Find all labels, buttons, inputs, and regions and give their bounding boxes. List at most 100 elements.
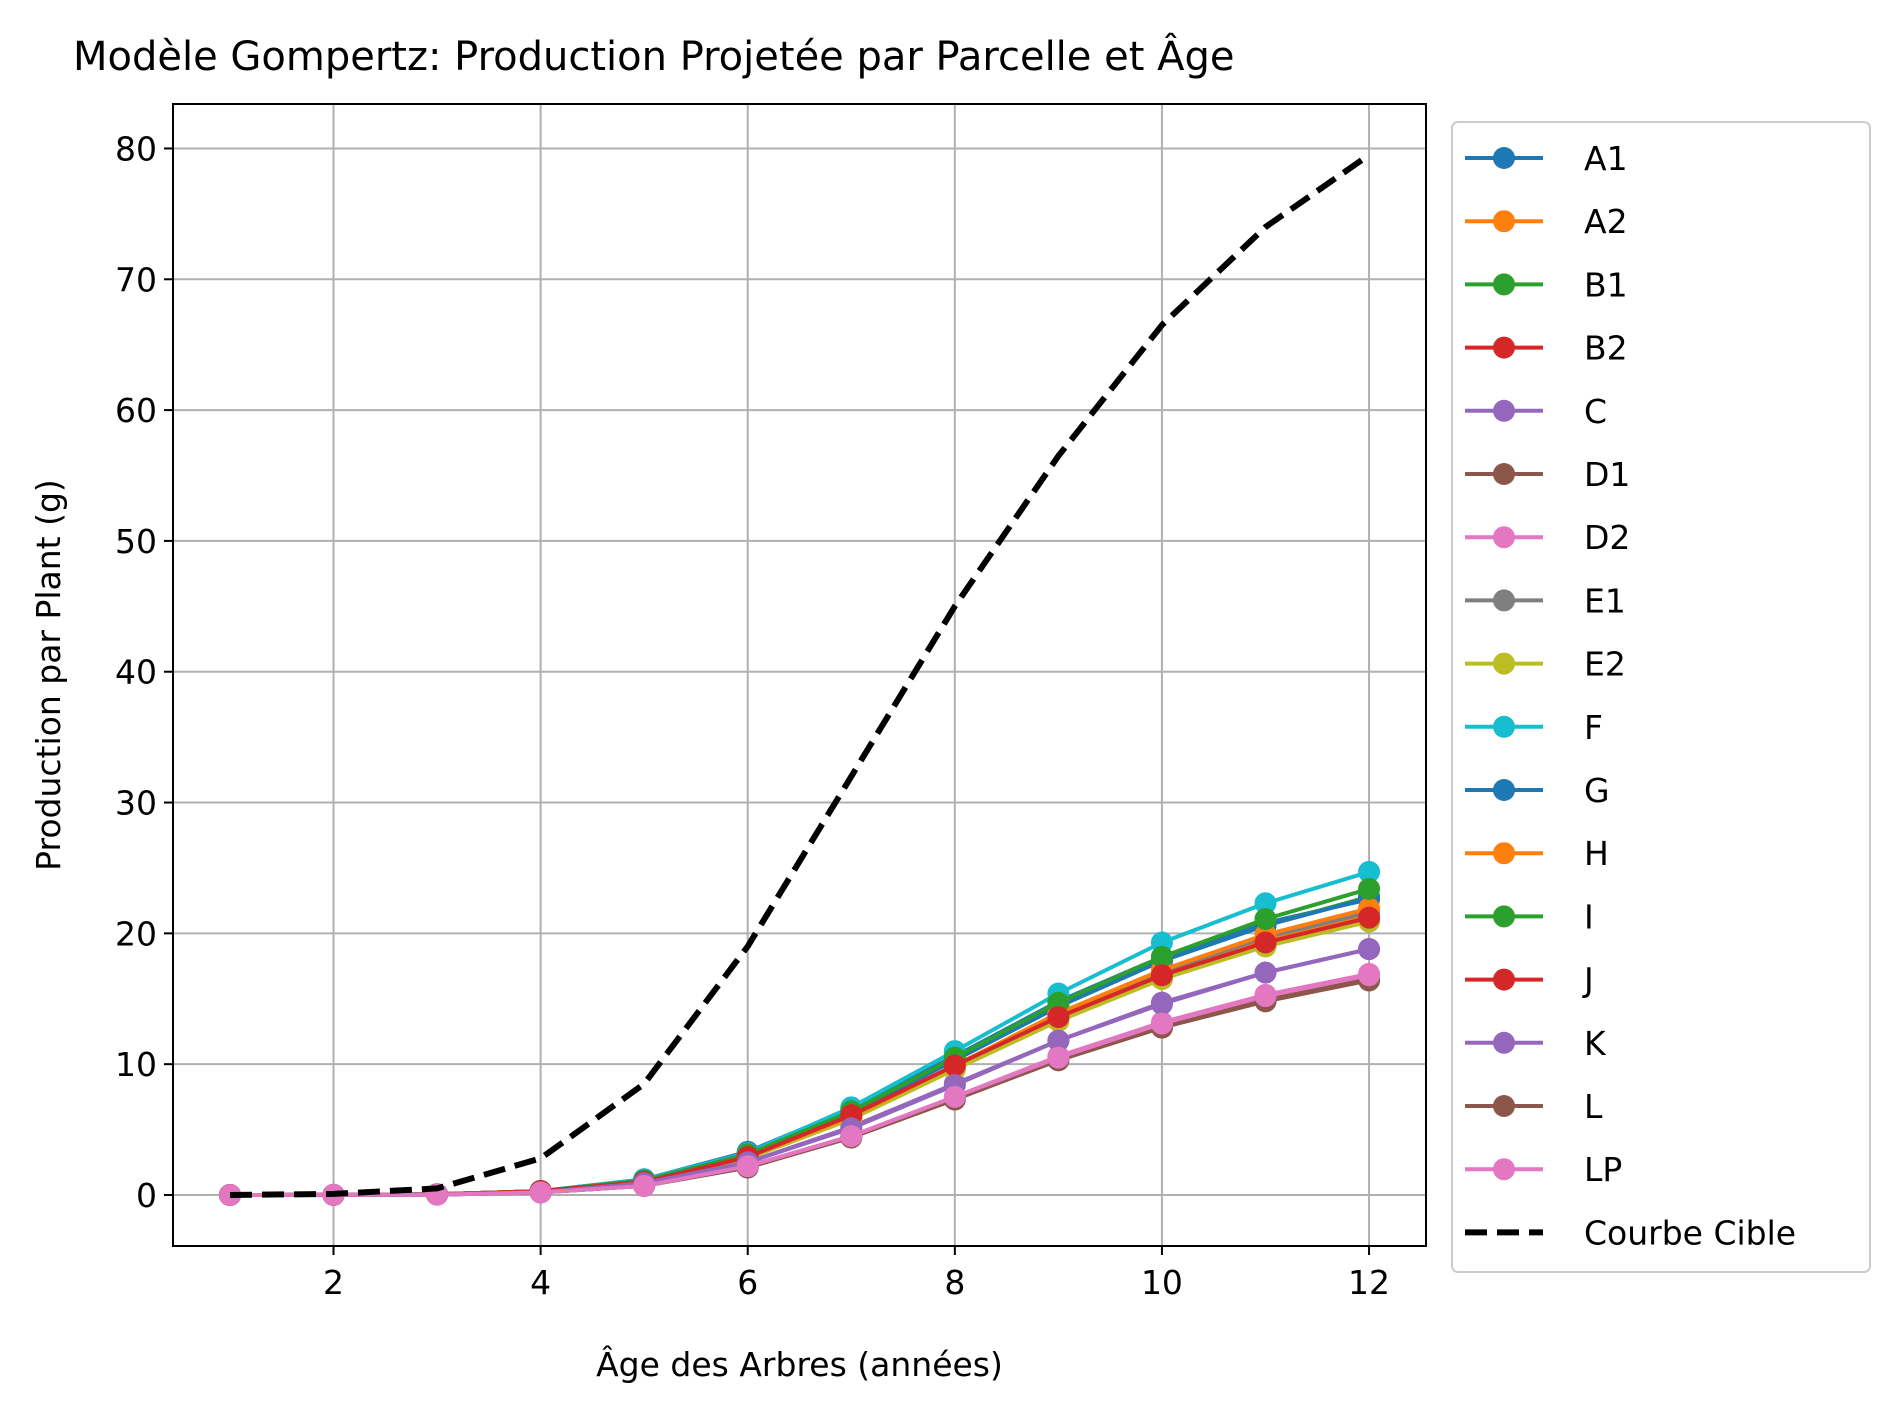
legend-marker (1493, 336, 1515, 359)
chart-title: Modèle Gompertz: Production Projetée par… (73, 32, 1234, 80)
data-point (1254, 907, 1277, 930)
data-point (1358, 877, 1381, 900)
legend-label: D2 (1584, 518, 1630, 557)
series-line (229, 152, 1371, 1198)
data-point (943, 1054, 966, 1077)
y-tick-label: 40 (115, 653, 157, 692)
legend-marker (1493, 399, 1515, 422)
legend-label: C (1584, 392, 1607, 431)
data-point (1358, 938, 1381, 961)
data-point (1254, 892, 1277, 915)
y-axis-label: Production par Plant (g) (29, 479, 68, 871)
legend-item: J (1465, 961, 1594, 1000)
legend-item: B1 (1465, 265, 1628, 304)
legend-item: LP (1465, 1150, 1622, 1189)
x-tick-label: 4 (530, 1263, 551, 1302)
data-point (1358, 906, 1381, 929)
legend-label: B2 (1584, 329, 1628, 368)
y-tick-label: 0 (136, 1176, 157, 1215)
legend-marker (1493, 905, 1515, 928)
legend-marker (1493, 652, 1515, 675)
x-tick-label: 6 (737, 1263, 758, 1302)
data-point (218, 1183, 241, 1206)
legend-marker (1493, 273, 1515, 296)
data-point (736, 1155, 759, 1178)
legend-item: A2 (1465, 202, 1628, 241)
legend-frame (1451, 121, 1871, 1273)
legend-item: H (1465, 834, 1609, 873)
legend-marker (1493, 715, 1515, 738)
legend-marker (1493, 842, 1515, 865)
legend-label: F (1584, 708, 1603, 747)
legend-item: E1 (1465, 581, 1626, 620)
data-point (1047, 1006, 1070, 1029)
legend-marker (1493, 968, 1515, 991)
y-tick-label: 10 (115, 1045, 157, 1084)
x-tick-label: 2 (323, 1263, 344, 1302)
legend-label: A1 (1584, 139, 1628, 178)
data-point (1254, 961, 1277, 984)
legend-item: C (1465, 392, 1607, 431)
legend-label: LP (1584, 1150, 1622, 1189)
series-courbe-cible (229, 152, 1371, 1198)
x-tick-label: 8 (944, 1263, 965, 1302)
y-tick-label: 70 (115, 260, 157, 299)
legend-item: F (1465, 708, 1603, 747)
series-lp (218, 964, 1381, 1206)
legend-item: Courbe Cible (1465, 1213, 1796, 1252)
data-point (1150, 992, 1173, 1015)
legend-item: D1 (1465, 455, 1630, 494)
data-point (1150, 964, 1173, 987)
legend-label: A2 (1584, 202, 1628, 241)
x-tick-label: 12 (1348, 1263, 1390, 1302)
legend-marker (1493, 1158, 1515, 1181)
data-point (1150, 945, 1173, 968)
y-tick-label: 20 (115, 914, 157, 953)
grid-lines (173, 104, 1426, 1246)
y-tick-label: 30 (115, 784, 157, 823)
x-tick-label: 10 (1141, 1263, 1183, 1302)
legend-label: G (1584, 771, 1610, 810)
legend-label: E1 (1584, 581, 1626, 620)
axes: 2 4 6 8 10 12 0 10 20 30 40 50 60 70 80 (115, 129, 1390, 1302)
plot-area-frame (172, 103, 1427, 1247)
legend-item: B2 (1465, 329, 1628, 368)
legend-label: L (1584, 1087, 1603, 1126)
data-point (1150, 1012, 1173, 1035)
data-point (1254, 931, 1277, 954)
y-tick-label: 60 (115, 391, 157, 430)
data-point (840, 1125, 863, 1148)
legend-label: J (1582, 961, 1594, 1000)
x-axis-label: Âge des Arbres (années) (596, 1344, 1003, 1384)
legend-label: B1 (1584, 265, 1628, 304)
legend-marker (1493, 210, 1515, 233)
y-tick-label: 80 (115, 129, 157, 168)
legend-label: E2 (1584, 645, 1626, 684)
series-line (229, 973, 1370, 1197)
legend-label: H (1584, 834, 1609, 873)
data-point (1358, 860, 1381, 883)
data-point (943, 1085, 966, 1108)
data-point (1047, 1046, 1070, 1069)
data-point (1358, 964, 1381, 987)
data-point (1254, 985, 1277, 1008)
legend-marker (1493, 1031, 1515, 1054)
legend-item: L (1465, 1087, 1603, 1126)
legend-item: G (1465, 771, 1610, 810)
legend-item: D2 (1465, 518, 1630, 557)
legend-item: A1 (1465, 139, 1628, 178)
legend-label: D1 (1584, 455, 1630, 494)
y-tick-label: 50 (115, 522, 157, 561)
data-point (1047, 1029, 1070, 1052)
legend-marker (1493, 589, 1515, 612)
legend-item: K (1465, 1024, 1607, 1063)
legend-marker (1493, 147, 1515, 169)
series-group (218, 152, 1381, 1206)
legend-label: K (1584, 1024, 1607, 1063)
legend-label: I (1584, 897, 1594, 936)
legend-label: Courbe Cible (1584, 1213, 1796, 1252)
legend-item: I (1465, 897, 1594, 936)
legend-marker (1493, 526, 1515, 549)
